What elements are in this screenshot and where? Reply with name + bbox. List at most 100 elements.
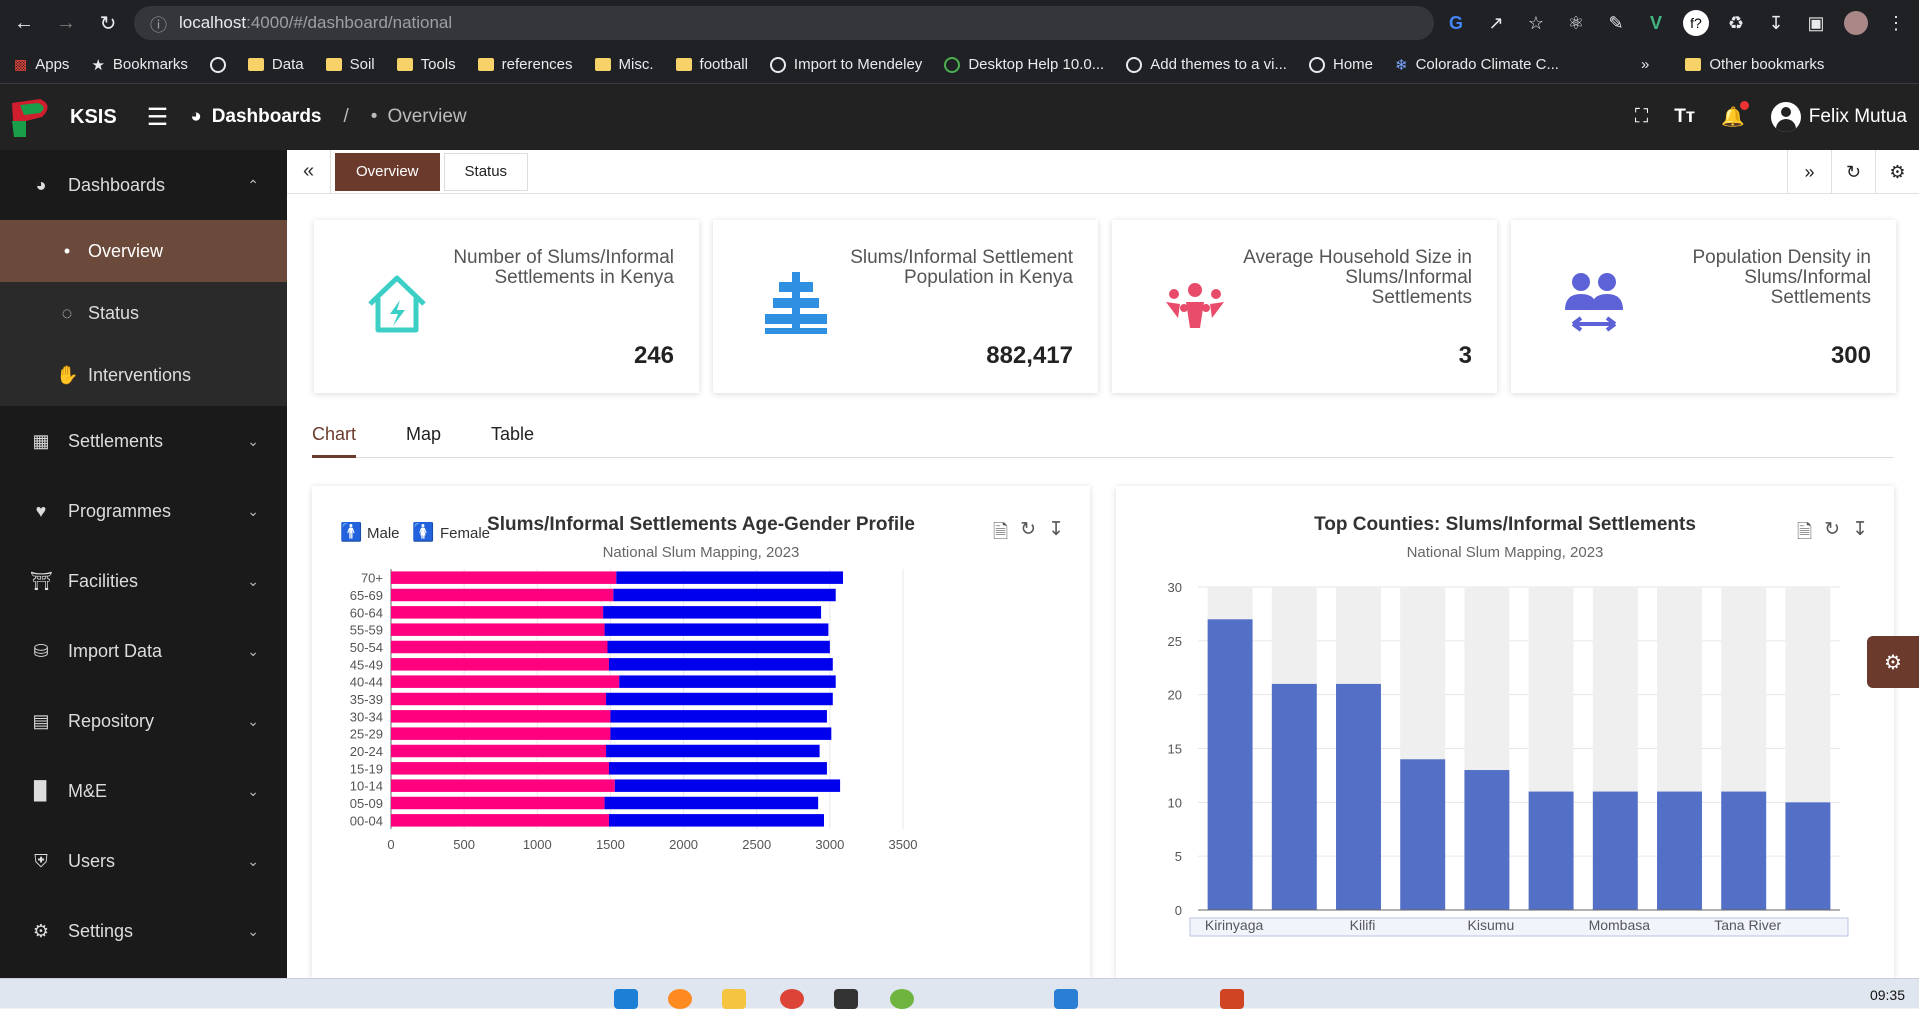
x-tick-label: 500 xyxy=(453,837,475,852)
gear-icon[interactable]: ⚙ xyxy=(1875,150,1919,194)
data-view-icon[interactable]: 🗎 xyxy=(1796,522,1813,543)
breadcrumb-root[interactable]: Dashboards xyxy=(211,106,322,127)
tab-chart[interactable]: Chart xyxy=(312,420,357,458)
sidebar-item-overview[interactable]: • Overview xyxy=(0,220,287,282)
bookmarks-more[interactable]: » xyxy=(1640,56,1650,73)
y-tick-label: 15-19 xyxy=(350,761,383,776)
react-icon[interactable]: ⚛ xyxy=(1567,12,1585,33)
chrome-icon[interactable] xyxy=(780,989,804,1009)
bookmark-bookmarks[interactable]: ★ Bookmarks xyxy=(91,56,188,74)
sidebar-item-me[interactable]: ▉ M&E ⌄ xyxy=(0,756,287,826)
os-taskbar: 09:35 xyxy=(0,978,1919,1009)
bookmarks-bar: ▩ Apps ★ Bookmarks Data Soil Tools referen… xyxy=(0,46,1919,84)
data-view-icon[interactable]: 🗎 xyxy=(992,522,1009,543)
chart-title: Slums/Informal Settlements Age-Gender Pr… xyxy=(487,514,915,535)
bookmark-globe[interactable] xyxy=(209,56,226,73)
house-bolt-icon xyxy=(368,275,426,333)
sidebar-item-status[interactable]: ◌ Status xyxy=(0,282,287,344)
folder-icon[interactable] xyxy=(722,989,746,1009)
shield-icon: ⛨ xyxy=(34,850,48,871)
download-icon[interactable]: ↧ xyxy=(1768,12,1784,33)
chart-subtitle: National Slum Mapping, 2023 xyxy=(1406,544,1604,561)
sidebar-item-settlements[interactable]: ▦ Settlements ⌄ xyxy=(0,406,287,476)
globe-icon xyxy=(1308,56,1325,73)
star-icon[interactable]: ☆ xyxy=(1527,12,1545,33)
terminal-icon[interactable] xyxy=(834,989,858,1009)
stat-card-population: Slums/Informal Settlement Population in … xyxy=(713,220,1098,393)
bookmark-football[interactable]: football xyxy=(675,56,748,73)
dashboard-icon: ◕ xyxy=(35,174,47,195)
tab-map[interactable]: Map xyxy=(406,424,442,444)
stat-card-household: Average Household Size in Slums/Informal… xyxy=(1112,220,1497,393)
sidebar-item-import-data[interactable]: ⛁ Import Data ⌄ xyxy=(0,616,287,686)
font-size-icon[interactable]: Tт xyxy=(1674,106,1696,127)
notification-icon[interactable]: 🔔 xyxy=(1721,101,1749,129)
bookmark-themes[interactable]: Add themes to a vi... xyxy=(1126,56,1287,73)
county-bar xyxy=(1528,791,1574,910)
sidebar-item-interventions[interactable]: ✋ Interventions xyxy=(0,344,287,406)
sidebar-item-repository[interactable]: ▤ Repository ⌄ xyxy=(0,686,287,756)
windows-start-icon[interactable] xyxy=(614,989,638,1009)
bookmark-apps[interactable]: ▩ Apps xyxy=(14,56,70,73)
reload-icon[interactable]: ↻ xyxy=(99,12,117,35)
female-bar xyxy=(391,692,607,706)
profile-icon[interactable] xyxy=(1843,10,1869,36)
restore-icon[interactable]: ↻ xyxy=(1020,519,1037,540)
hamburger-icon[interactable]: ☰ xyxy=(146,103,169,131)
settings-drawer-gear-icon[interactable]: ⚙ xyxy=(1867,636,1919,688)
bookmark-tools[interactable]: Tools xyxy=(396,56,456,73)
tab-table[interactable]: Table xyxy=(491,424,535,444)
bookmark-soil[interactable]: Soil xyxy=(325,56,375,73)
bookmark-colorado[interactable]: ❄ Colorado Climate C... xyxy=(1395,56,1559,74)
y-tick-label: 30-34 xyxy=(350,709,383,724)
address-bar[interactable]: ⓘ localhost:4000/#/dashboard/national xyxy=(134,6,1434,40)
user-menu[interactable]: Felix Mutua xyxy=(1770,102,1907,132)
chevron-down-icon: ⌄ xyxy=(247,852,259,869)
male-bar xyxy=(610,727,832,740)
y-tick-label: 55-59 xyxy=(350,623,383,638)
menu-icon[interactable]: ⋮ xyxy=(1887,12,1905,33)
forward-icon[interactable]: → xyxy=(56,11,76,34)
save-image-icon[interactable]: ↧ xyxy=(1048,519,1064,540)
pen-icon[interactable]: ✎ xyxy=(1608,12,1624,33)
male-bar xyxy=(607,640,830,654)
y-tick-label: 10-14 xyxy=(350,779,383,794)
vscode-icon[interactable] xyxy=(1054,989,1078,1009)
url-path: :4000/#/dashboard/national xyxy=(246,13,453,32)
bookmark-misc[interactable]: Misc. xyxy=(594,56,654,73)
google-icon[interactable]: G xyxy=(1448,12,1463,33)
formula-icon[interactable]: f? xyxy=(1683,10,1709,36)
fullscreen-icon[interactable]: ⛶ xyxy=(1634,106,1649,127)
sidebar-item-programmes[interactable]: ♥ Programmes ⌄ xyxy=(0,476,287,546)
back-icon[interactable]: ← xyxy=(14,11,34,34)
tab-status[interactable]: Status xyxy=(443,152,529,191)
firefox-icon[interactable] xyxy=(668,989,692,1009)
sidepanel-icon[interactable]: ▣ xyxy=(1807,12,1825,33)
bookmark-desktop-help[interactable]: Desktop Help 10.0... xyxy=(944,56,1104,73)
bookmark-mendeley[interactable]: Import to Mendeley xyxy=(769,56,922,73)
bookmark-references[interactable]: references xyxy=(477,56,573,73)
save-image-icon[interactable]: ↧ xyxy=(1852,519,1868,540)
male-bar xyxy=(608,762,827,775)
restore-icon[interactable]: ↻ xyxy=(1824,519,1841,540)
puzzle-icon[interactable]: ♻ xyxy=(1727,12,1745,33)
powerpoint-icon[interactable] xyxy=(1220,989,1244,1009)
share-icon[interactable]: ↗ xyxy=(1488,12,1504,33)
sidebar-item-settings[interactable]: ⚙ Settings ⌄ xyxy=(0,896,287,966)
county-bar xyxy=(1271,683,1317,910)
double-chevron-left-icon[interactable]: « xyxy=(287,150,331,194)
sidebar-item-facilities[interactable]: ⛩ Facilities ⌄ xyxy=(30,570,259,591)
refresh-icon[interactable]: ↻ xyxy=(1831,150,1875,194)
y-tick-label: 20-24 xyxy=(350,744,383,759)
sidebar-item-users[interactable]: ⛨ Users ⌄ xyxy=(0,826,287,896)
sidebar-item-dashboards[interactable]: ◕ Dashboards ⌃ xyxy=(0,150,287,220)
other-bookmarks[interactable]: Other bookmarks xyxy=(1685,56,1824,73)
overview-icon: • xyxy=(370,106,378,127)
app-icon[interactable] xyxy=(890,989,914,1009)
bookmark-data[interactable]: Data xyxy=(247,56,304,73)
datazoom-slider xyxy=(1189,917,1849,937)
double-chevron-right-icon[interactable]: » xyxy=(1787,150,1831,194)
bookmark-home[interactable]: Home xyxy=(1308,56,1373,73)
vue-icon[interactable]: V xyxy=(1649,12,1662,33)
tab-overview[interactable]: Overview xyxy=(335,152,440,191)
